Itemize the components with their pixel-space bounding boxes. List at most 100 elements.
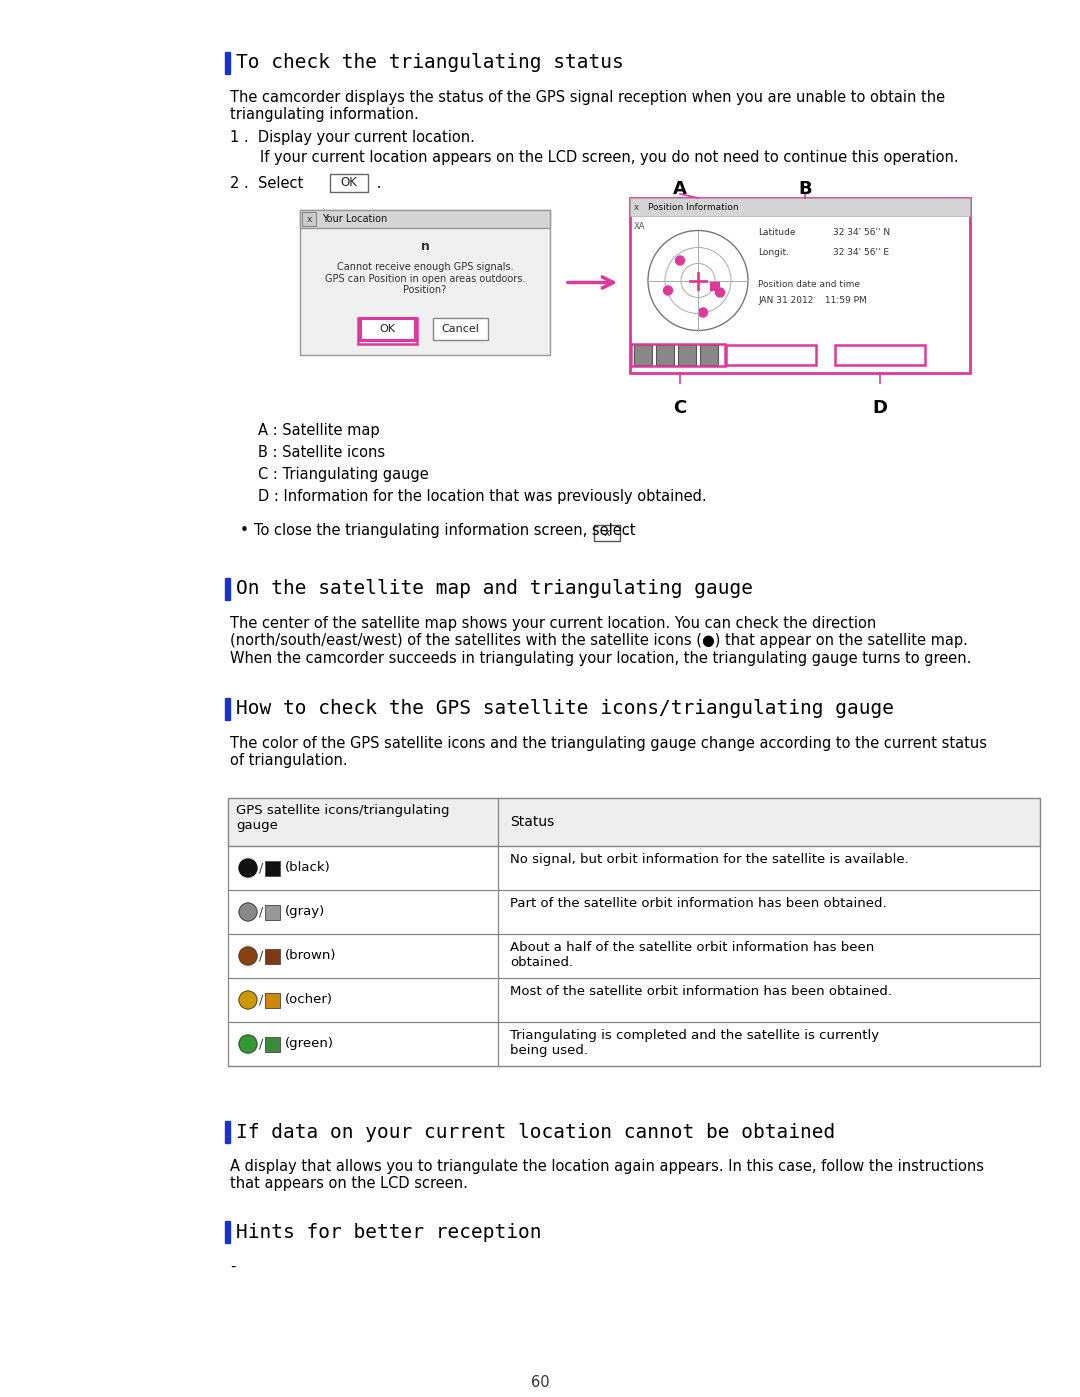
Bar [630, 198, 970, 217]
Circle shape [239, 859, 257, 877]
Text: 32 34' 56'' N: 32 34' 56'' N [833, 228, 890, 237]
Text: /: / [259, 1038, 264, 1051]
Bar [300, 210, 550, 228]
Text: Cancel: Cancel [442, 324, 480, 334]
Text: Latitude: Latitude [758, 228, 796, 237]
Text: Position Information: Position Information [648, 203, 739, 211]
Bar [265, 1037, 280, 1052]
Text: On the satellite map and triangulating gauge: On the satellite map and triangulating g… [237, 580, 753, 598]
Bar [433, 319, 488, 339]
Text: D: D [873, 400, 888, 416]
Bar [228, 798, 1040, 847]
Text: 2 .  Select: 2 . Select [230, 176, 303, 191]
Text: How to check the GPS satellite icons/triangulating gauge: How to check the GPS satellite icons/tri… [237, 700, 894, 718]
Circle shape [239, 947, 257, 965]
Bar [265, 905, 280, 921]
Bar [357, 319, 417, 344]
Text: .: . [624, 522, 629, 538]
Text: A display that allows you to triangulate the location again appears. In this cas: A display that allows you to triangulate… [230, 1160, 984, 1192]
Text: Status: Status [510, 814, 554, 828]
Text: (black): (black) [285, 862, 330, 875]
Text: To check the triangulating status: To check the triangulating status [237, 53, 624, 73]
Text: Position date and time: Position date and time [758, 279, 860, 289]
Text: A : Satellite map: A : Satellite map [258, 423, 380, 439]
Text: /: / [259, 862, 264, 875]
Circle shape [239, 990, 257, 1009]
Bar [726, 345, 816, 365]
Text: Most of the satellite orbit information has been obtained.: Most of the satellite orbit information … [510, 985, 892, 997]
Text: n: n [420, 239, 430, 253]
Text: C: C [673, 400, 687, 416]
Text: Your Location: Your Location [322, 214, 388, 224]
Bar [302, 212, 316, 226]
Text: GPS satellite icons/triangulating
gauge: GPS satellite icons/triangulating gauge [237, 805, 449, 833]
Text: A: A [673, 180, 687, 198]
Bar [330, 175, 368, 191]
Text: 60: 60 [530, 1375, 550, 1390]
Bar [225, 1221, 230, 1243]
Text: Hints for better reception: Hints for better reception [237, 1222, 541, 1242]
Text: .: . [372, 176, 381, 191]
Text: D : Information for the location that was previously obtained.: D : Information for the location that wa… [258, 489, 706, 504]
Text: The camcorder displays the status of the GPS signal reception when you are unabl: The camcorder displays the status of the… [230, 89, 945, 123]
Text: 32 34' 56'' E: 32 34' 56'' E [833, 249, 889, 257]
Bar [265, 949, 280, 964]
Circle shape [239, 1035, 257, 1053]
Text: If your current location appears on the LCD screen, you do not need to continue : If your current location appears on the … [260, 149, 959, 165]
Text: (green): (green) [285, 1038, 334, 1051]
Circle shape [675, 256, 685, 265]
Text: If data on your current location cannot be obtained: If data on your current location cannot … [237, 1123, 835, 1141]
Bar [630, 198, 970, 373]
Circle shape [715, 288, 725, 298]
Text: The color of the GPS satellite icons and the triangulating gauge change accordin: The color of the GPS satellite icons and… [230, 736, 987, 768]
Text: B : Satellite icons: B : Satellite icons [258, 446, 386, 460]
Text: Longit.: Longit. [758, 249, 789, 257]
Bar [265, 993, 280, 1009]
Bar [360, 319, 415, 339]
Bar [594, 525, 620, 541]
Text: x: x [604, 528, 610, 538]
Bar [225, 1120, 230, 1143]
Circle shape [648, 231, 748, 331]
Text: (gray): (gray) [285, 905, 325, 918]
Text: About a half of the satellite orbit information has been
obtained.: About a half of the satellite orbit info… [510, 942, 874, 970]
Text: x: x [307, 215, 312, 224]
Circle shape [239, 902, 257, 921]
Text: JAN 31 2012    11:59 PM: JAN 31 2012 11:59 PM [758, 296, 867, 305]
Text: No signal, but orbit information for the satellite is available.: No signal, but orbit information for the… [510, 854, 908, 866]
Bar [225, 52, 230, 74]
Bar [225, 698, 230, 719]
Text: x: x [634, 203, 639, 211]
Text: -: - [230, 1259, 235, 1274]
Text: Cannot receive enough GPS signals.
GPS can Position in open areas outdoors.
Posi: Cannot receive enough GPS signals. GPS c… [325, 263, 525, 295]
Text: /: / [259, 993, 264, 1006]
Bar [631, 344, 725, 366]
Circle shape [663, 286, 673, 295]
Circle shape [699, 307, 707, 317]
Text: /: / [259, 950, 264, 963]
Text: (ocher): (ocher) [285, 993, 333, 1006]
Bar [835, 345, 924, 365]
Text: Triangulating is completed and the satellite is currently
being used.: Triangulating is completed and the satel… [510, 1030, 879, 1058]
Text: To close the triangulating information screen, select: To close the triangulating information s… [254, 522, 635, 538]
Text: •: • [240, 522, 248, 538]
Text: (brown): (brown) [285, 950, 337, 963]
Bar [265, 861, 280, 876]
Text: OK: OK [379, 324, 395, 334]
Text: The center of the satellite map shows your current location. You can check the d: The center of the satellite map shows yo… [230, 616, 971, 666]
Bar [225, 578, 230, 599]
Bar [656, 345, 674, 365]
Text: /: / [259, 905, 264, 918]
Text: Part of the satellite orbit information has been obtained.: Part of the satellite orbit information … [510, 897, 887, 909]
Text: B: B [798, 180, 812, 198]
Bar [634, 345, 652, 365]
Text: OK: OK [340, 176, 357, 190]
Bar [700, 345, 718, 365]
Text: XA: XA [634, 222, 646, 231]
Bar [710, 281, 720, 291]
Text: C : Triangulating gauge: C : Triangulating gauge [258, 467, 429, 482]
Bar [300, 210, 550, 355]
Bar [228, 798, 1040, 1066]
Bar [678, 345, 696, 365]
Text: 1 .  Display your current location.: 1 . Display your current location. [230, 130, 475, 145]
